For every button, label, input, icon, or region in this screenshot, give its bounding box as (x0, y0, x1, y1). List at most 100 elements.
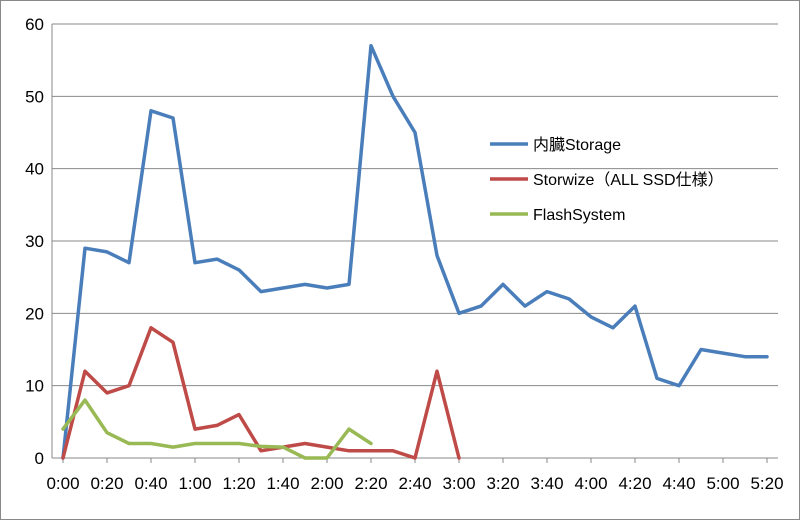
y-tick-labels: 0 10 20 30 40 50 60 (25, 15, 44, 468)
data-point (61, 427, 65, 431)
x-tick-label: 4:20 (618, 474, 651, 493)
y-tick-label: 30 (25, 232, 44, 251)
data-point (435, 254, 439, 257)
data-point (171, 445, 175, 449)
series-line-0 (61, 43, 769, 460)
data-point (413, 131, 417, 134)
x-tick-label: 4:00 (574, 474, 607, 493)
x-tick-label: 0:20 (90, 474, 123, 493)
data-point (127, 384, 131, 387)
data-point (369, 44, 373, 47)
x-tick-label: 0:00 (46, 474, 79, 493)
data-point (105, 391, 109, 395)
data-point (721, 351, 725, 355)
data-point (325, 445, 329, 449)
data-point (127, 442, 131, 445)
data-point (281, 286, 285, 290)
data-point (237, 413, 241, 416)
data-point (303, 283, 307, 286)
data-point (193, 442, 197, 445)
data-point (149, 326, 153, 329)
data-point (347, 449, 351, 452)
y-tick-label: 0 (35, 449, 44, 468)
data-point (743, 355, 747, 358)
data-point (501, 283, 505, 286)
x-tick-label: 3:40 (530, 474, 563, 493)
data-point (391, 449, 395, 452)
legend: 内臓Storage Storwize（ALL SSD仕様） FlashSystem (490, 136, 724, 224)
x-tick-label: 3:00 (442, 474, 475, 493)
data-point (457, 312, 461, 315)
y-tick-label: 60 (25, 15, 44, 34)
data-point (765, 355, 769, 358)
data-point (259, 449, 263, 452)
data-point (435, 370, 439, 373)
data-point (369, 442, 373, 445)
data-point (259, 290, 263, 293)
x-tick-label: 0:40 (134, 474, 167, 493)
data-point (479, 304, 483, 308)
data-point (237, 442, 241, 445)
y-tick-label: 50 (25, 87, 44, 106)
data-point (83, 247, 87, 250)
data-point (105, 250, 109, 254)
data-point (347, 427, 351, 431)
data-point (369, 449, 373, 452)
x-tick-labels: 0:00 0:20 0:40 1:00 1:20 1:40 2:00 2:20 2:40 3:00… (46, 474, 783, 493)
data-point (193, 427, 197, 431)
series-line-2 (61, 398, 373, 460)
x-tick-label: 2:40 (398, 474, 431, 493)
data-point (303, 456, 307, 460)
series-lines (61, 43, 769, 460)
data-point (523, 304, 527, 308)
data-point (633, 304, 637, 308)
data-point (303, 442, 307, 445)
x-tick-label: 1:00 (178, 474, 211, 493)
data-point (171, 341, 175, 344)
data-point (127, 261, 131, 264)
data-point (413, 456, 417, 460)
data-point (149, 442, 153, 445)
data-point (281, 445, 285, 449)
x-tick-label: 5:00 (706, 474, 739, 493)
data-point (677, 384, 681, 387)
data-point (105, 431, 109, 434)
x-tick-label: 4:40 (662, 474, 695, 493)
data-point (237, 268, 241, 272)
data-point (699, 348, 703, 351)
y-tick-label: 40 (25, 160, 44, 179)
data-point (193, 261, 197, 264)
data-point (325, 456, 329, 460)
x-tick-label: 1:20 (222, 474, 255, 493)
data-point (545, 290, 549, 293)
data-point (149, 109, 153, 113)
data-point (325, 286, 329, 290)
x-tick-label: 1:40 (266, 474, 299, 493)
axes (51, 24, 778, 463)
data-point (215, 424, 219, 427)
data-point (83, 398, 87, 402)
legend-label-2: FlashSystem (533, 207, 625, 224)
legend-label-1: Storwize（ALL SSD仕様） (533, 171, 724, 189)
x-tick-label: 2:20 (354, 474, 387, 493)
gridlines (52, 23, 778, 387)
data-point (655, 377, 659, 380)
y-tick-label: 20 (25, 304, 44, 323)
data-point (567, 297, 571, 301)
data-point (347, 283, 351, 286)
legend-label-0: 内臓Storage (533, 136, 621, 154)
x-tick-label: 5:20 (750, 474, 783, 493)
data-point (171, 116, 175, 120)
data-point (61, 456, 65, 460)
data-point (215, 257, 219, 261)
x-tick-label: 2:00 (310, 474, 343, 493)
data-point (589, 315, 593, 319)
data-point (391, 95, 395, 98)
data-point (259, 445, 263, 448)
data-point (83, 370, 87, 373)
data-point (611, 326, 615, 329)
data-point (215, 442, 219, 445)
y-tick-label: 10 (25, 377, 44, 396)
